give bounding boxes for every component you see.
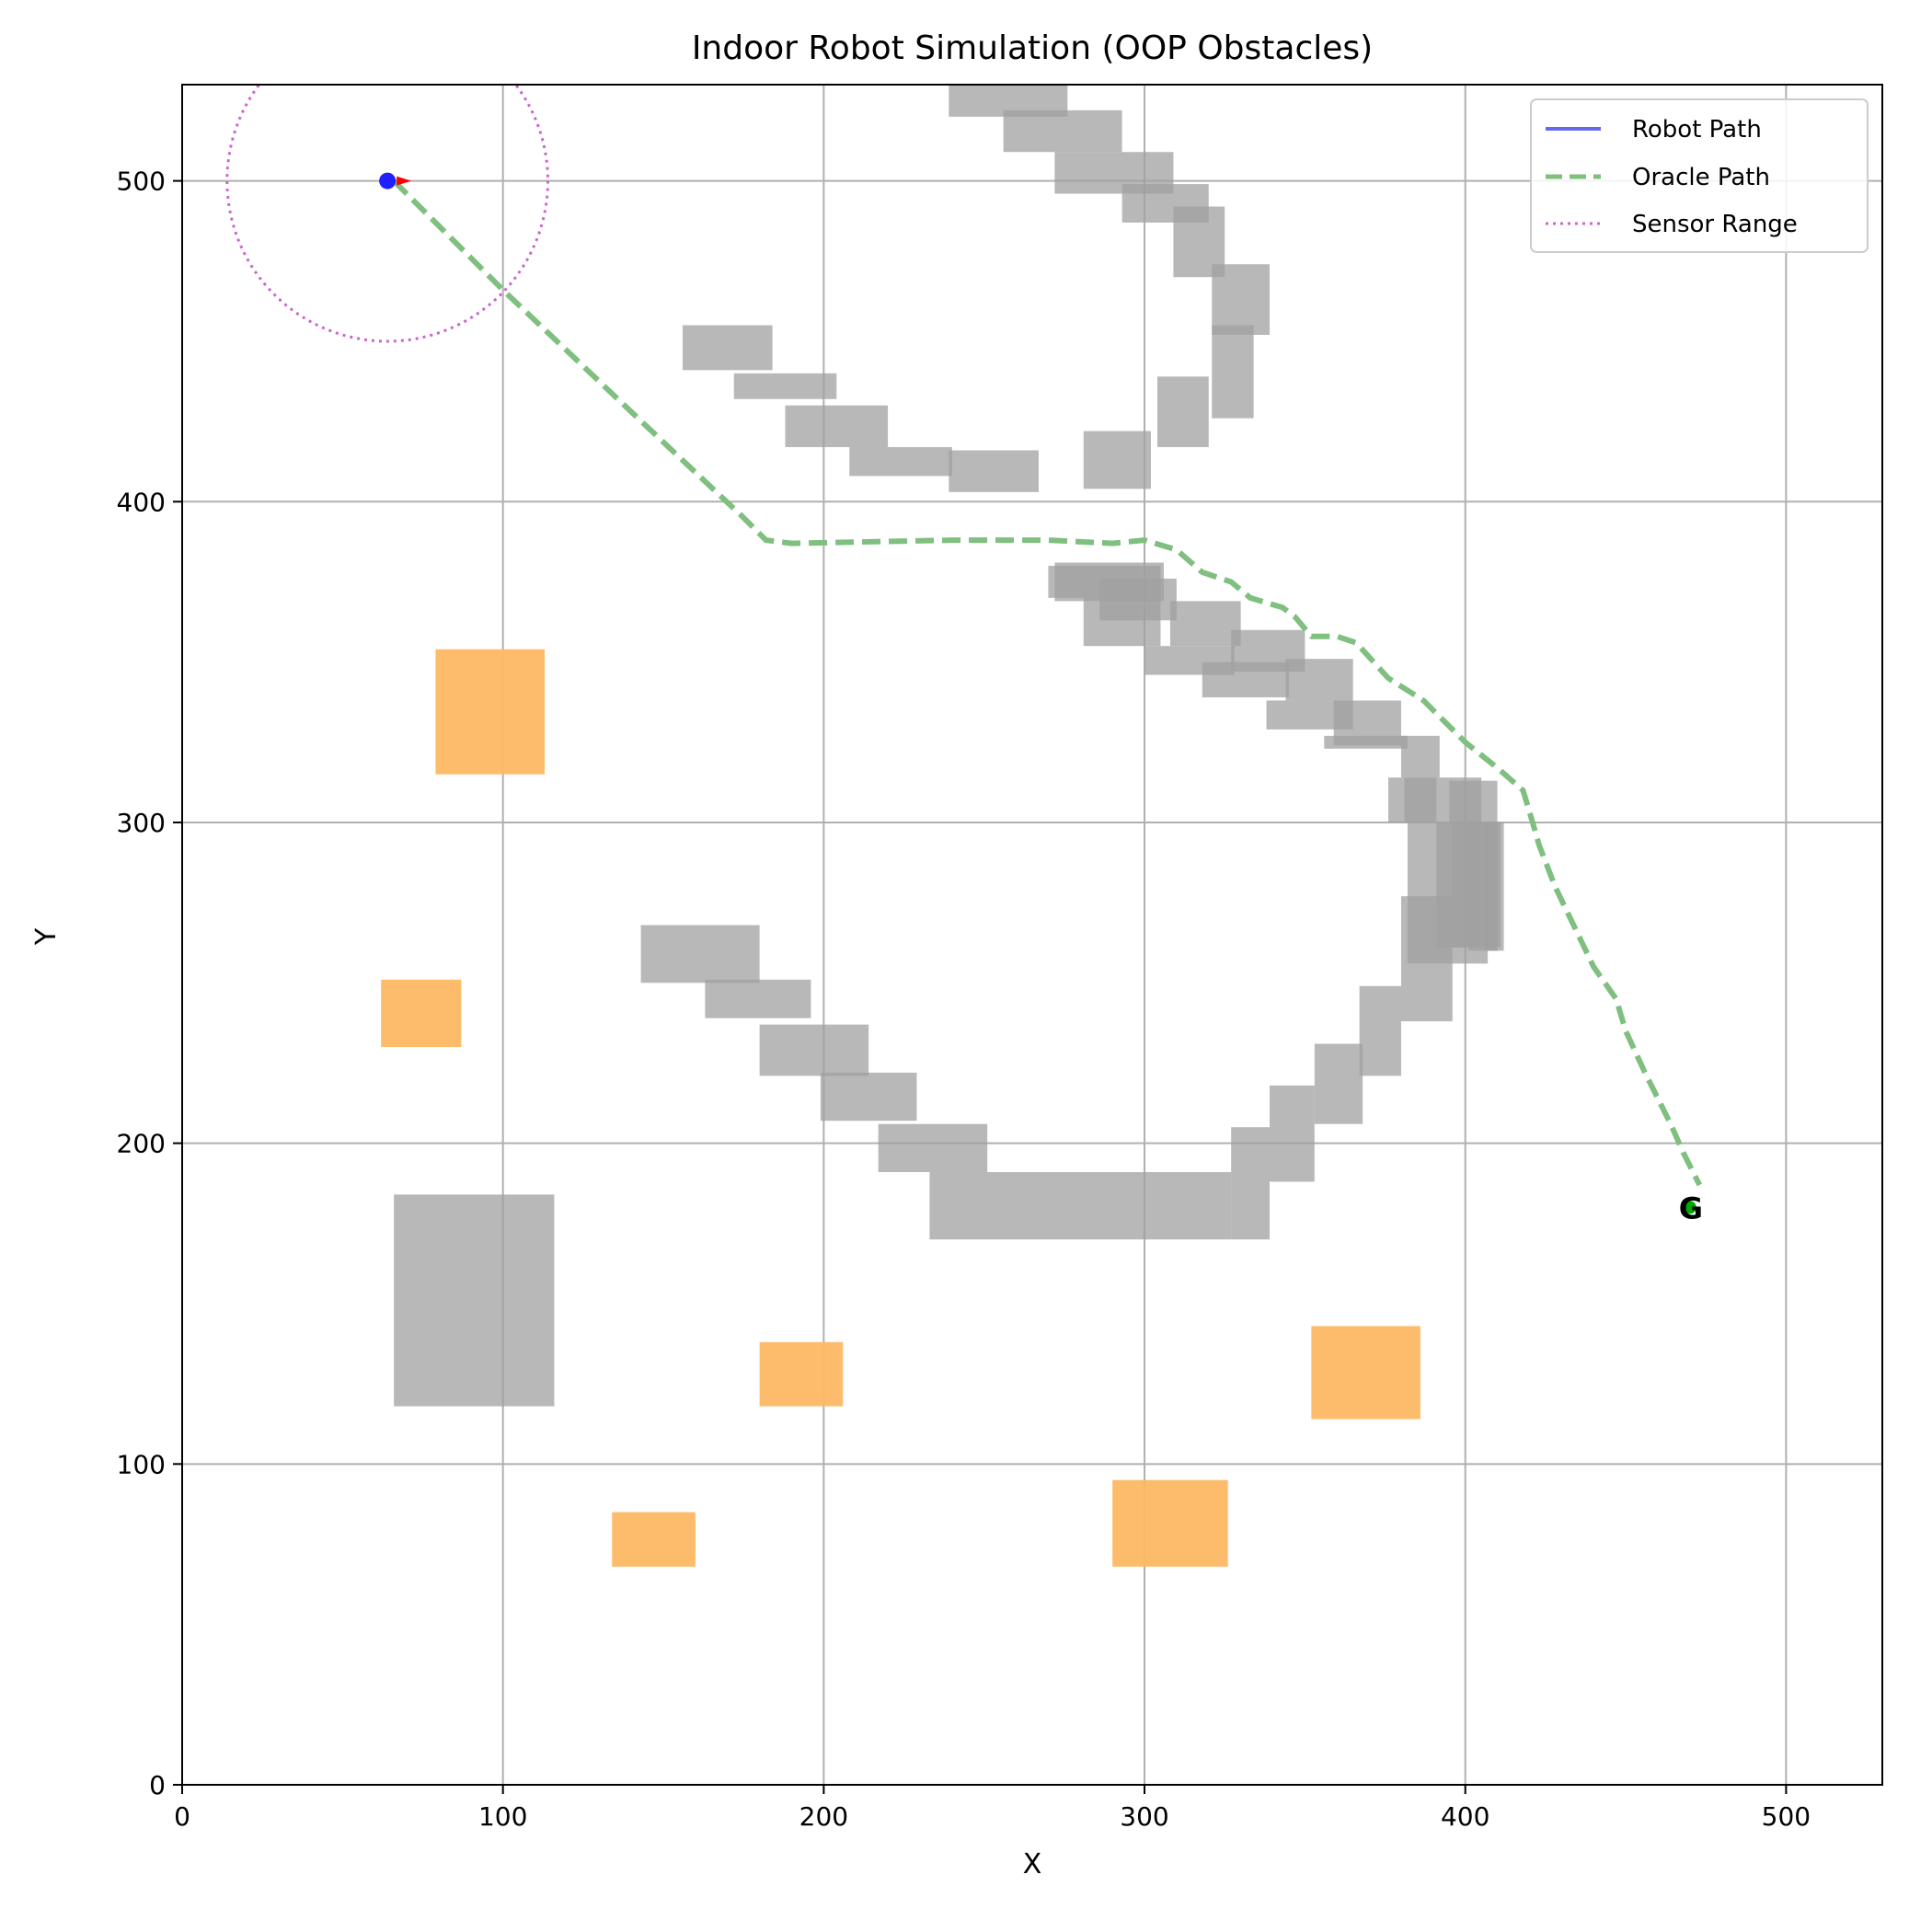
goal-marker — [1683, 1201, 1696, 1214]
static-obstacle — [820, 1072, 917, 1121]
static-obstacle — [705, 979, 811, 1018]
static-obstacle — [1083, 431, 1152, 489]
x-tick-label: 400 — [1441, 1801, 1489, 1832]
sensor-range-circle — [225, 85, 549, 343]
static-obstacle — [1231, 629, 1305, 673]
static-obstacle — [1333, 700, 1401, 746]
dynamic-obstacle — [381, 979, 462, 1048]
legend: Robot Path Oracle Path Sensor Range — [1530, 98, 1869, 253]
static-obstacle — [849, 447, 952, 477]
static-obstacle — [1314, 1043, 1363, 1124]
x-axis-label: X — [1023, 1848, 1042, 1880]
x-tick-label: 300 — [1120, 1801, 1168, 1832]
static-obstacle — [1144, 646, 1235, 675]
x-tick-label: 0 — [174, 1801, 190, 1832]
oracle-path-line — [391, 178, 1702, 1187]
legend-box — [1530, 98, 1869, 253]
static-obstacle — [1054, 562, 1164, 602]
legend-label-sensor-range: Sensor Range — [1632, 211, 1798, 238]
chart-title: Indoor Robot Simulation (OOP Obstacles) — [692, 29, 1373, 67]
y-tick-label: 300 — [117, 808, 166, 838]
dynamic-obstacle — [1112, 1479, 1228, 1567]
y-axis-label: Y — [30, 927, 63, 946]
static-obstacle — [1400, 896, 1453, 1022]
y-tick-label: 100 — [117, 1449, 166, 1479]
legend-label-oracle-path: Oracle Path — [1632, 164, 1770, 191]
static-obstacle — [1212, 264, 1271, 335]
y-tick-label: 500 — [117, 167, 166, 197]
static-obstacle — [640, 925, 760, 983]
static-obstacle — [1231, 1127, 1271, 1240]
x-tick-label: 200 — [799, 1801, 848, 1832]
dynamic-obstacle — [759, 1341, 844, 1407]
dynamic-obstacle — [435, 649, 546, 775]
static-obstacle — [394, 1194, 555, 1407]
static-obstacle — [1400, 735, 1440, 778]
static-obstacle — [759, 1024, 869, 1076]
robot-heading-arrow — [397, 176, 412, 186]
y-tick-label: 0 — [149, 1770, 166, 1800]
static-obstacle — [1388, 777, 1437, 822]
ticks: 0 100 200 300 400 500 0 100 200 300 400 500 — [117, 167, 1811, 1832]
static-obstacle — [1156, 376, 1209, 448]
static-obstacle — [929, 1172, 1232, 1240]
static-obstacle — [1003, 109, 1122, 153]
static-obstacle — [785, 405, 889, 448]
static-obstacle — [1270, 1085, 1315, 1182]
robot-marker — [379, 172, 397, 190]
static-obstacle — [1452, 822, 1501, 948]
static-obstacle — [1212, 325, 1254, 419]
markers: G — [225, 85, 1703, 1225]
x-tick-label: 100 — [478, 1801, 527, 1832]
paths — [391, 178, 1702, 1187]
dynamic-obstacle — [612, 1512, 696, 1567]
legend-label-robot-path: Robot Path — [1632, 116, 1762, 144]
static-obstacle — [949, 450, 1039, 492]
dynamic-obstacle — [1311, 1326, 1420, 1420]
static-obstacle — [733, 373, 837, 399]
static-obstacle — [1449, 780, 1498, 822]
static-obstacle — [1359, 985, 1401, 1076]
static-obstacle — [878, 1123, 988, 1173]
goal-label: G — [1679, 1190, 1703, 1225]
plot-frame — [181, 84, 1883, 1786]
y-tick-label: 400 — [117, 487, 166, 517]
obstacles — [381, 85, 1504, 1567]
static-obstacle — [1169, 601, 1241, 647]
static-obstacle — [682, 325, 773, 371]
x-tick-label: 500 — [1762, 1801, 1811, 1832]
y-tick-label: 200 — [117, 1129, 166, 1159]
